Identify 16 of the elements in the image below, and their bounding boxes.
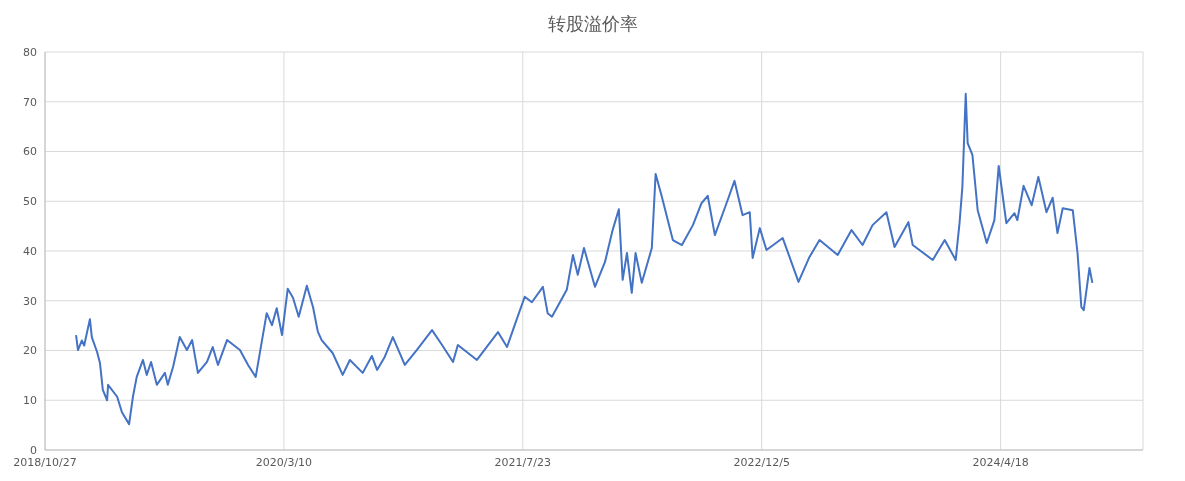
y-tick-label: 0 [30, 443, 37, 457]
y-tick-label: 20 [23, 344, 37, 358]
x-tick-label: 2022/12/5 [733, 455, 790, 469]
y-tick-label: 10 [23, 394, 37, 408]
y-tick-label: 30 [23, 294, 37, 308]
x-tick-label: 2021/7/23 [494, 455, 552, 469]
y-tick-label: 50 [23, 195, 37, 209]
x-tick-label: 2020/3/10 [255, 455, 313, 469]
chart-title: 转股溢价率 [546, 12, 639, 36]
y-tick-label: 40 [23, 244, 37, 258]
x-tick-label: 2024/4/18 [972, 455, 1029, 469]
y-tick-label: 70 [23, 95, 37, 109]
line-series [75, 92, 1094, 426]
y-tick-label: 80 [23, 45, 37, 59]
y-tick-label: 60 [23, 145, 37, 159]
x-tick-label: 2018/10/27 [13, 455, 77, 469]
